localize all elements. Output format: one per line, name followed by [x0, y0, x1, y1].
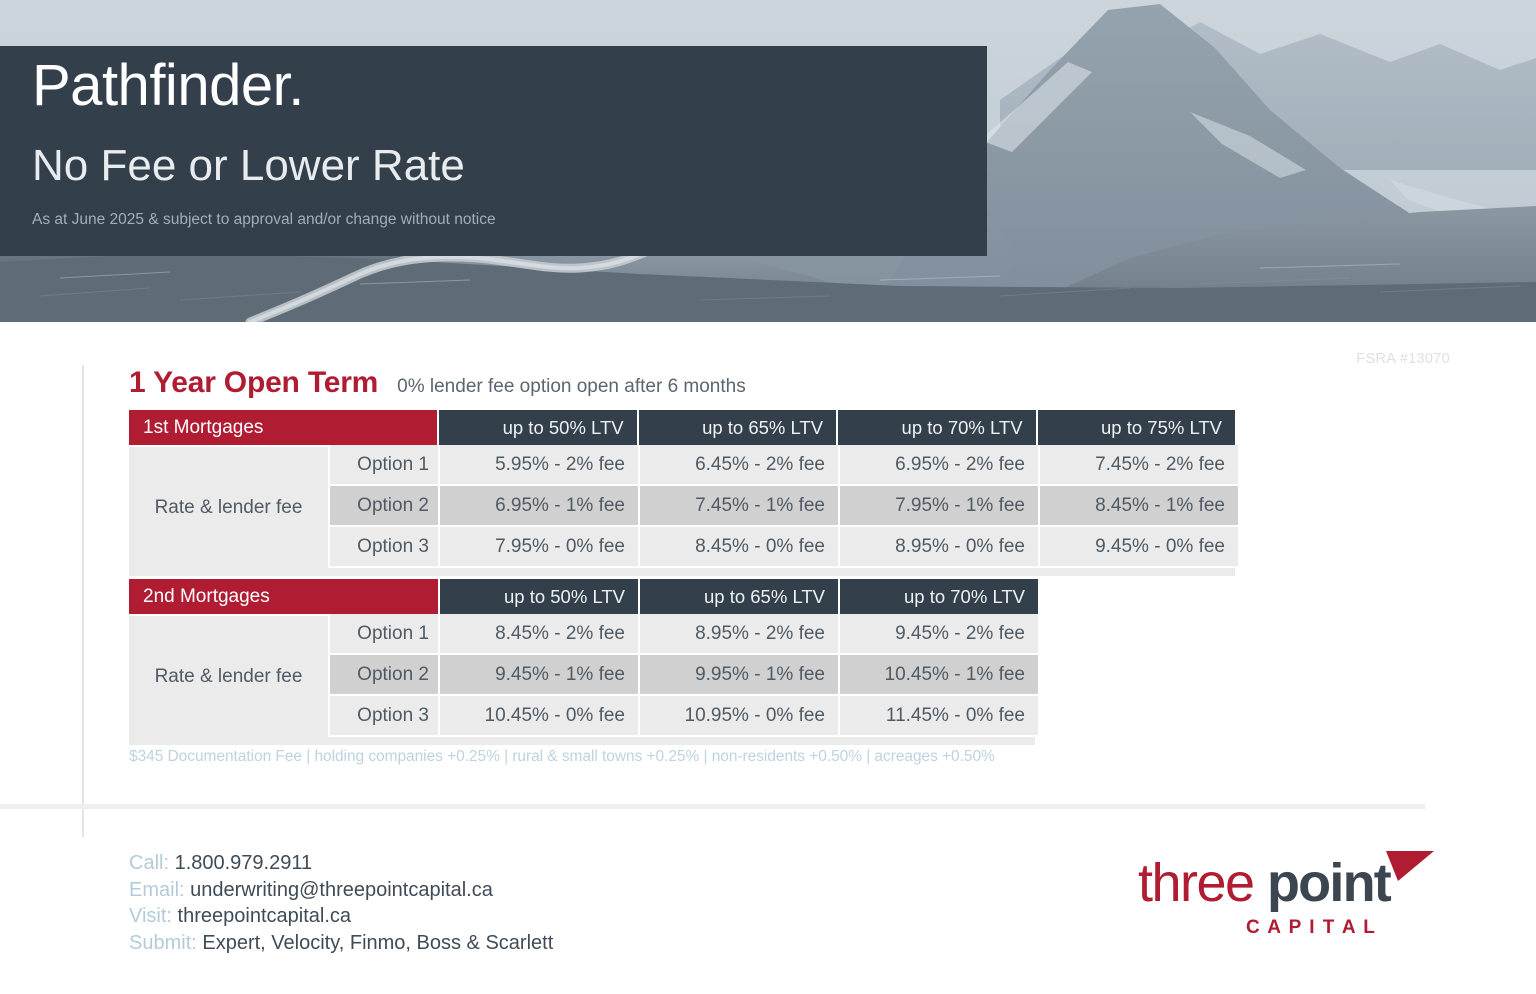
rate-cell: 9.45% - 0% fee — [1040, 527, 1238, 566]
contact-block: Call: 1.800.979.2911 Email: underwriting… — [129, 850, 553, 956]
rate-cell: 10.45% - 0% fee — [440, 696, 638, 735]
table-title-cell: 2nd Mortgages — [129, 579, 438, 614]
rate-cell: 6.45% - 2% fee — [640, 445, 838, 484]
table-bottom-edge — [129, 737, 1235, 745]
rate-cell: 7.95% - 1% fee — [840, 486, 1038, 525]
table-title-cell: 1st Mortgages — [129, 410, 438, 445]
rate-table-2nd-mortgages: 2nd Mortgages up to 50% LTV up to 65% LT… — [129, 579, 1235, 745]
ltv-header-cell: up to 75% LTV — [1037, 410, 1236, 445]
rate-cell: 7.45% - 1% fee — [640, 486, 838, 525]
table-bottom-edge — [129, 568, 1235, 576]
logo-tagline: C A P I T A L — [1246, 917, 1376, 938]
fees-footnote: $345 Documentation Fee | holding compani… — [129, 748, 995, 765]
submission-platforms: Expert, Velocity, Finmo, Boss & Scarlett — [202, 931, 554, 954]
rate-cell: 5.95% - 2% fee — [440, 445, 638, 484]
hero-title-panel: Pathfinder. No Fee or Lower Rate As at J… — [0, 46, 987, 256]
table-row: Option 1 8.45% - 2% fee 8.95% - 2% fee 9… — [330, 614, 1436, 653]
rate-cell: 7.95% - 0% fee — [440, 527, 638, 566]
contact-label: Email: — [129, 878, 185, 901]
rate-cell: 10.95% - 0% fee — [640, 696, 838, 735]
contact-label: Visit: — [129, 905, 172, 927]
row-group-label: Rate & lender fee — [129, 616, 328, 738]
rate-cell: 9.95% - 1% fee — [640, 655, 838, 694]
section-subtitle: 0% lender fee option open after 6 months — [397, 376, 746, 397]
option-label: Option 2 — [330, 655, 438, 694]
rate-table-1st-mortgages: 1st Mortgages up to 50% LTV up to 65% LT… — [129, 410, 1238, 576]
table-row: Option 2 9.45% - 1% fee 9.95% - 1% fee 1… — [330, 655, 1436, 694]
content-area: FSRA #13070 1 Year Open Term 0% lender f… — [0, 322, 1536, 994]
hero-banner: Pathfinder. No Fee or Lower Rate As at J… — [0, 0, 1536, 322]
table-header-row: 1st Mortgages up to 50% LTV up to 65% LT… — [129, 410, 1236, 445]
ltv-header-cell: up to 65% LTV — [638, 410, 837, 445]
option-label: Option 1 — [330, 445, 438, 484]
ltv-header-cell: up to 50% LTV — [439, 410, 637, 445]
ltv-header-cell: up to 70% LTV — [838, 410, 1036, 445]
rate-cell: 8.45% - 2% fee — [440, 614, 638, 653]
page-subtitle: No Fee or Lower Rate — [32, 141, 465, 190]
rate-cell: 8.45% - 1% fee — [1040, 486, 1238, 525]
website-link[interactable]: threepointcapital.ca — [177, 905, 351, 927]
fsra-license: FSRA #13070 — [1356, 351, 1450, 367]
option-label: Option 3 — [330, 527, 438, 566]
contact-label: Call: — [129, 852, 170, 874]
threepoint-capital-logo: three point C A P I T A L — [1138, 851, 1434, 938]
option-label: Option 2 — [330, 486, 438, 525]
page-title: Pathfinder. — [32, 53, 304, 118]
contact-line-submit: Submit: Expert, Velocity, Finmo, Boss & … — [129, 930, 553, 957]
ltv-header-cell: up to 70% LTV — [840, 579, 1038, 614]
table-row: Option 3 10.45% - 0% fee 10.95% - 0% fee… — [330, 696, 1436, 735]
phone-number[interactable]: 1.800.979.2911 — [174, 852, 313, 874]
ltv-header-cell: up to 50% LTV — [440, 579, 638, 614]
email-address[interactable]: underwriting@threepointcapital.ca — [190, 878, 493, 901]
rate-cell: 6.95% - 2% fee — [840, 445, 1038, 484]
section-header: 1 Year Open Term 0% lender fee option op… — [129, 368, 746, 398]
rate-cell: 6.95% - 1% fee — [440, 486, 638, 525]
option-label: Option 1 — [330, 614, 438, 653]
table-row: Option 3 7.95% - 0% fee 8.45% - 0% fee 8… — [330, 527, 1436, 566]
rate-cell: 9.45% - 1% fee — [440, 655, 638, 694]
rate-cell: 7.45% - 2% fee — [1040, 445, 1238, 484]
contact-line-email: Email: underwriting@threepointcapital.ca — [129, 877, 553, 904]
table-row: Option 1 5.95% - 2% fee 6.45% - 2% fee 6… — [330, 445, 1436, 484]
section-title: 1 Year Open Term — [129, 366, 379, 399]
contact-line-call: Call: 1.800.979.2911 — [129, 850, 553, 877]
contact-line-visit: Visit: threepointcapital.ca — [129, 903, 553, 930]
table-row: Option 2 6.95% - 1% fee 7.45% - 1% fee 7… — [330, 486, 1436, 525]
rate-cell: 8.95% - 0% fee — [840, 527, 1038, 566]
horizontal-divider — [0, 804, 1425, 809]
table-header-row: 2nd Mortgages up to 50% LTV up to 65% LT… — [129, 579, 1235, 614]
rate-cell: 9.45% - 2% fee — [840, 614, 1038, 653]
contact-label: Submit: — [129, 931, 197, 954]
ltv-header-cell: up to 65% LTV — [640, 579, 838, 614]
rate-cell: 8.45% - 0% fee — [640, 527, 838, 566]
rate-cell: 10.45% - 1% fee — [840, 655, 1038, 694]
rate-cell: 11.45% - 0% fee — [840, 696, 1038, 735]
vertical-divider — [82, 365, 84, 837]
rate-cell: 8.95% - 2% fee — [640, 614, 838, 653]
row-group-label: Rate & lender fee — [129, 447, 328, 569]
option-label: Option 3 — [330, 696, 438, 735]
disclaimer-note: As at June 2025 & subject to approval an… — [32, 211, 496, 228]
logo-word-point: point — [1267, 853, 1392, 913]
logo-word-three: three — [1138, 853, 1254, 913]
logo-flag-icon — [1386, 851, 1434, 881]
